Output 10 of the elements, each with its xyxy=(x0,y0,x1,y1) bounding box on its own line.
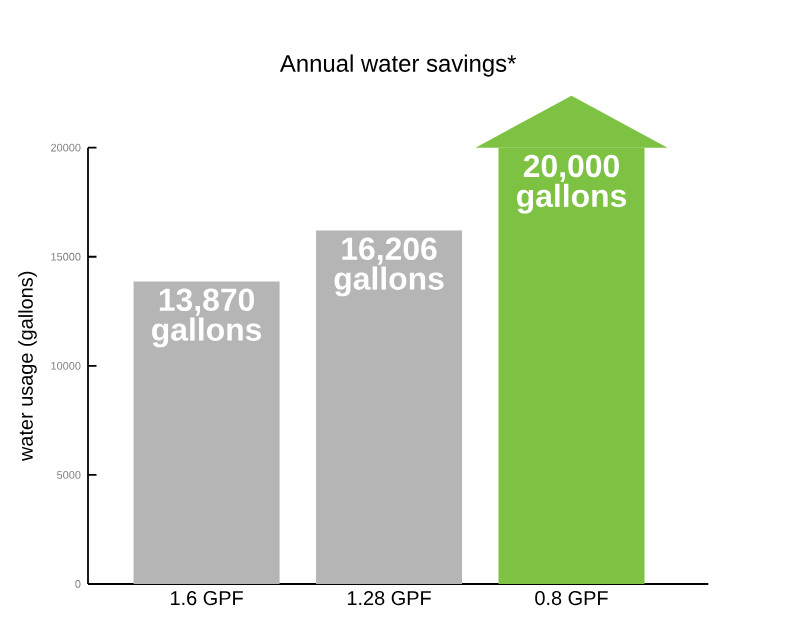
x-tick-label: 1.28 GPF xyxy=(347,591,431,606)
x-tick-label: 0.8 GPF xyxy=(535,591,608,606)
bar xyxy=(133,281,280,584)
data-label: 16,206 gallons xyxy=(334,237,444,297)
chart-title: Annual water savings* xyxy=(279,54,517,77)
data-label: 13,870 gallons xyxy=(152,288,262,348)
x-tick-label: 1.6 GPF xyxy=(171,591,243,606)
data-label: 20,000 gallons xyxy=(517,154,626,214)
bar xyxy=(316,230,463,584)
y-axis-title: water usage (gallons) xyxy=(18,271,37,462)
